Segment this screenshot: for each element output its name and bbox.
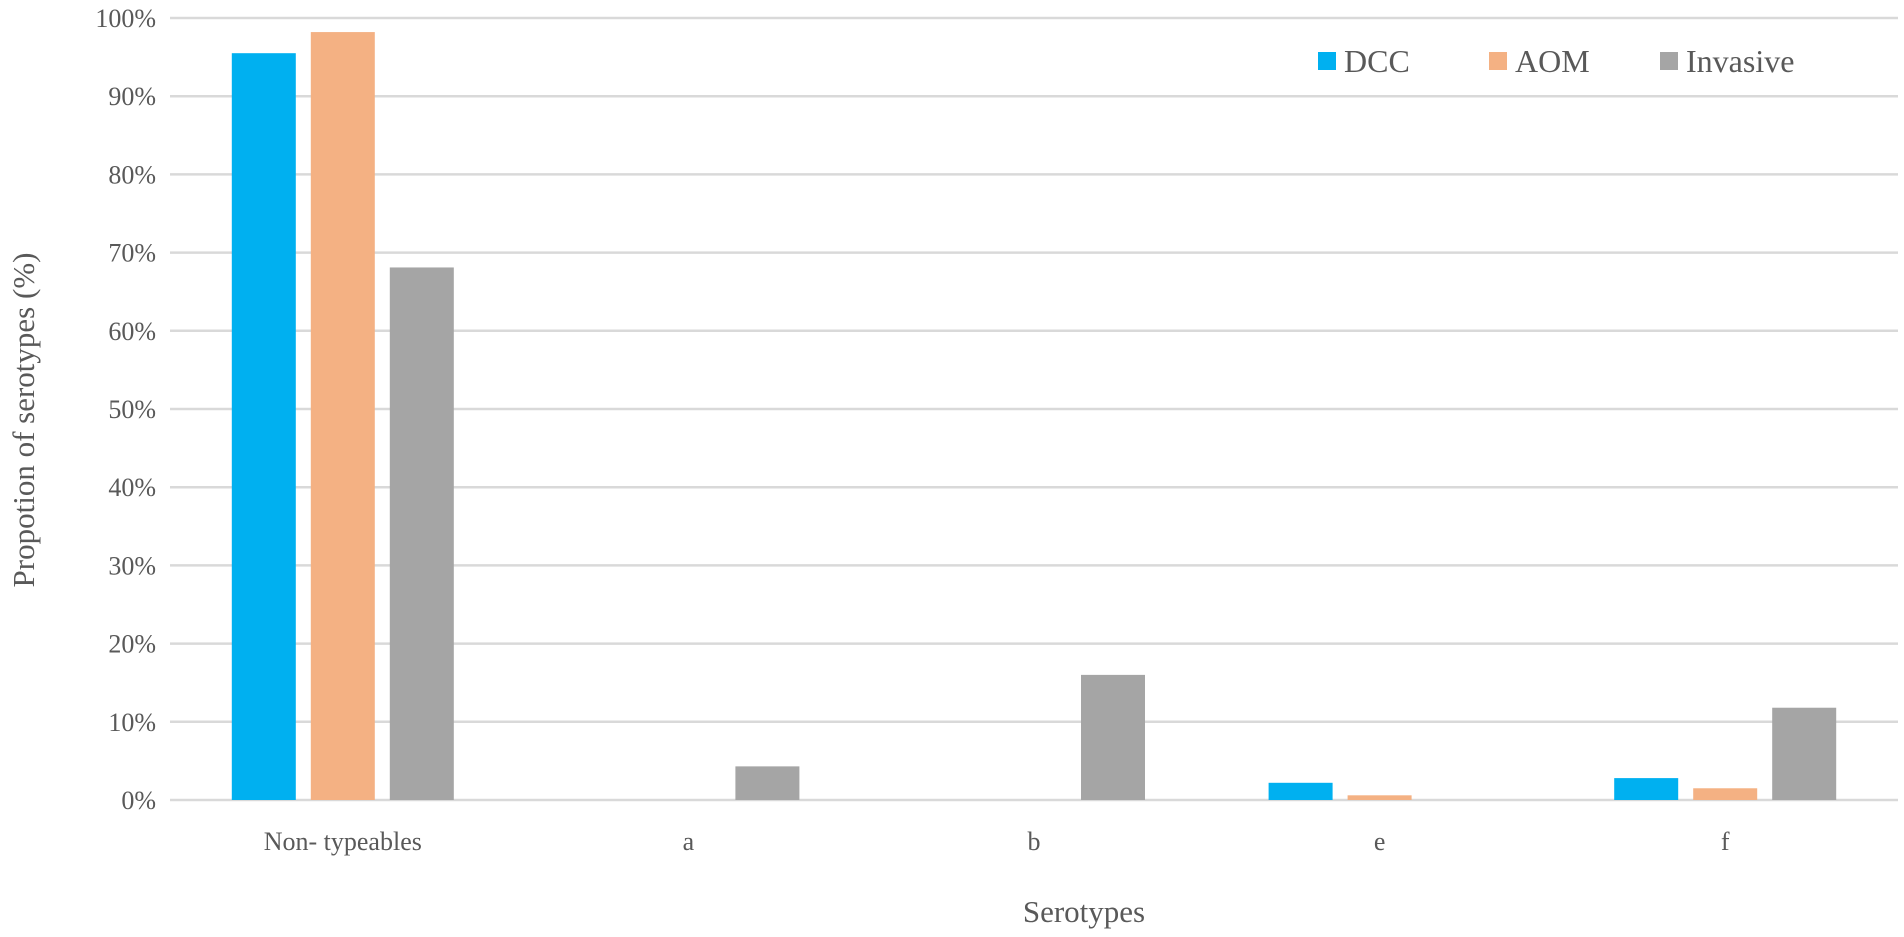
legend-swatch-invasive bbox=[1660, 52, 1678, 70]
bar-invasive-4 bbox=[1772, 707, 1837, 800]
legend-swatch-aom bbox=[1489, 52, 1507, 70]
x-tick-label: e bbox=[1374, 827, 1386, 856]
legend: DCC AOM Invasive bbox=[1318, 43, 1794, 79]
bar-aom-4 bbox=[1693, 788, 1758, 800]
legend-label-aom: AOM bbox=[1515, 43, 1590, 79]
x-tick-label: b bbox=[1028, 827, 1041, 856]
x-tick-label: f bbox=[1721, 827, 1730, 856]
y-tick-label: 80% bbox=[108, 160, 156, 189]
y-tick-label: 100% bbox=[95, 4, 156, 33]
x-tick-label: a bbox=[683, 827, 695, 856]
legend-swatch-dcc bbox=[1318, 52, 1336, 70]
bar-invasive-2 bbox=[1081, 674, 1145, 800]
gridlines bbox=[170, 16, 1898, 802]
legend-label-dcc: DCC bbox=[1344, 43, 1410, 79]
legend-label-invasive: Invasive bbox=[1686, 43, 1794, 79]
bars bbox=[231, 32, 1837, 801]
y-tick-label: 10% bbox=[108, 708, 156, 737]
bar-invasive-0 bbox=[389, 267, 454, 800]
y-tick-label: 50% bbox=[108, 395, 156, 424]
y-axis-title: Propotion of serotypes (%) bbox=[6, 253, 41, 588]
x-axis-ticks: Non- typeables a b e f bbox=[264, 827, 1730, 856]
bar-dcc-0 bbox=[231, 53, 296, 800]
x-axis-title: Serotypes bbox=[1023, 894, 1145, 929]
y-tick-label: 20% bbox=[108, 630, 156, 659]
y-axis-ticks: 0% 10% 20% 30% 40% 50% 60% 70% 80% 90% 100% bbox=[95, 4, 156, 815]
y-tick-label: 70% bbox=[108, 239, 156, 268]
bar-aom-0 bbox=[310, 32, 375, 801]
y-tick-label: 30% bbox=[108, 551, 156, 580]
y-tick-label: 40% bbox=[108, 473, 156, 502]
y-tick-label: 60% bbox=[108, 317, 156, 346]
bar-dcc-3 bbox=[1268, 782, 1333, 800]
bar-dcc-4 bbox=[1614, 778, 1679, 800]
y-tick-label: 90% bbox=[108, 82, 156, 111]
x-tick-label: Non- typeables bbox=[264, 827, 422, 856]
y-tick-label: 0% bbox=[121, 786, 156, 815]
bar-invasive-1 bbox=[735, 766, 800, 800]
bar-aom-3 bbox=[1347, 795, 1412, 800]
